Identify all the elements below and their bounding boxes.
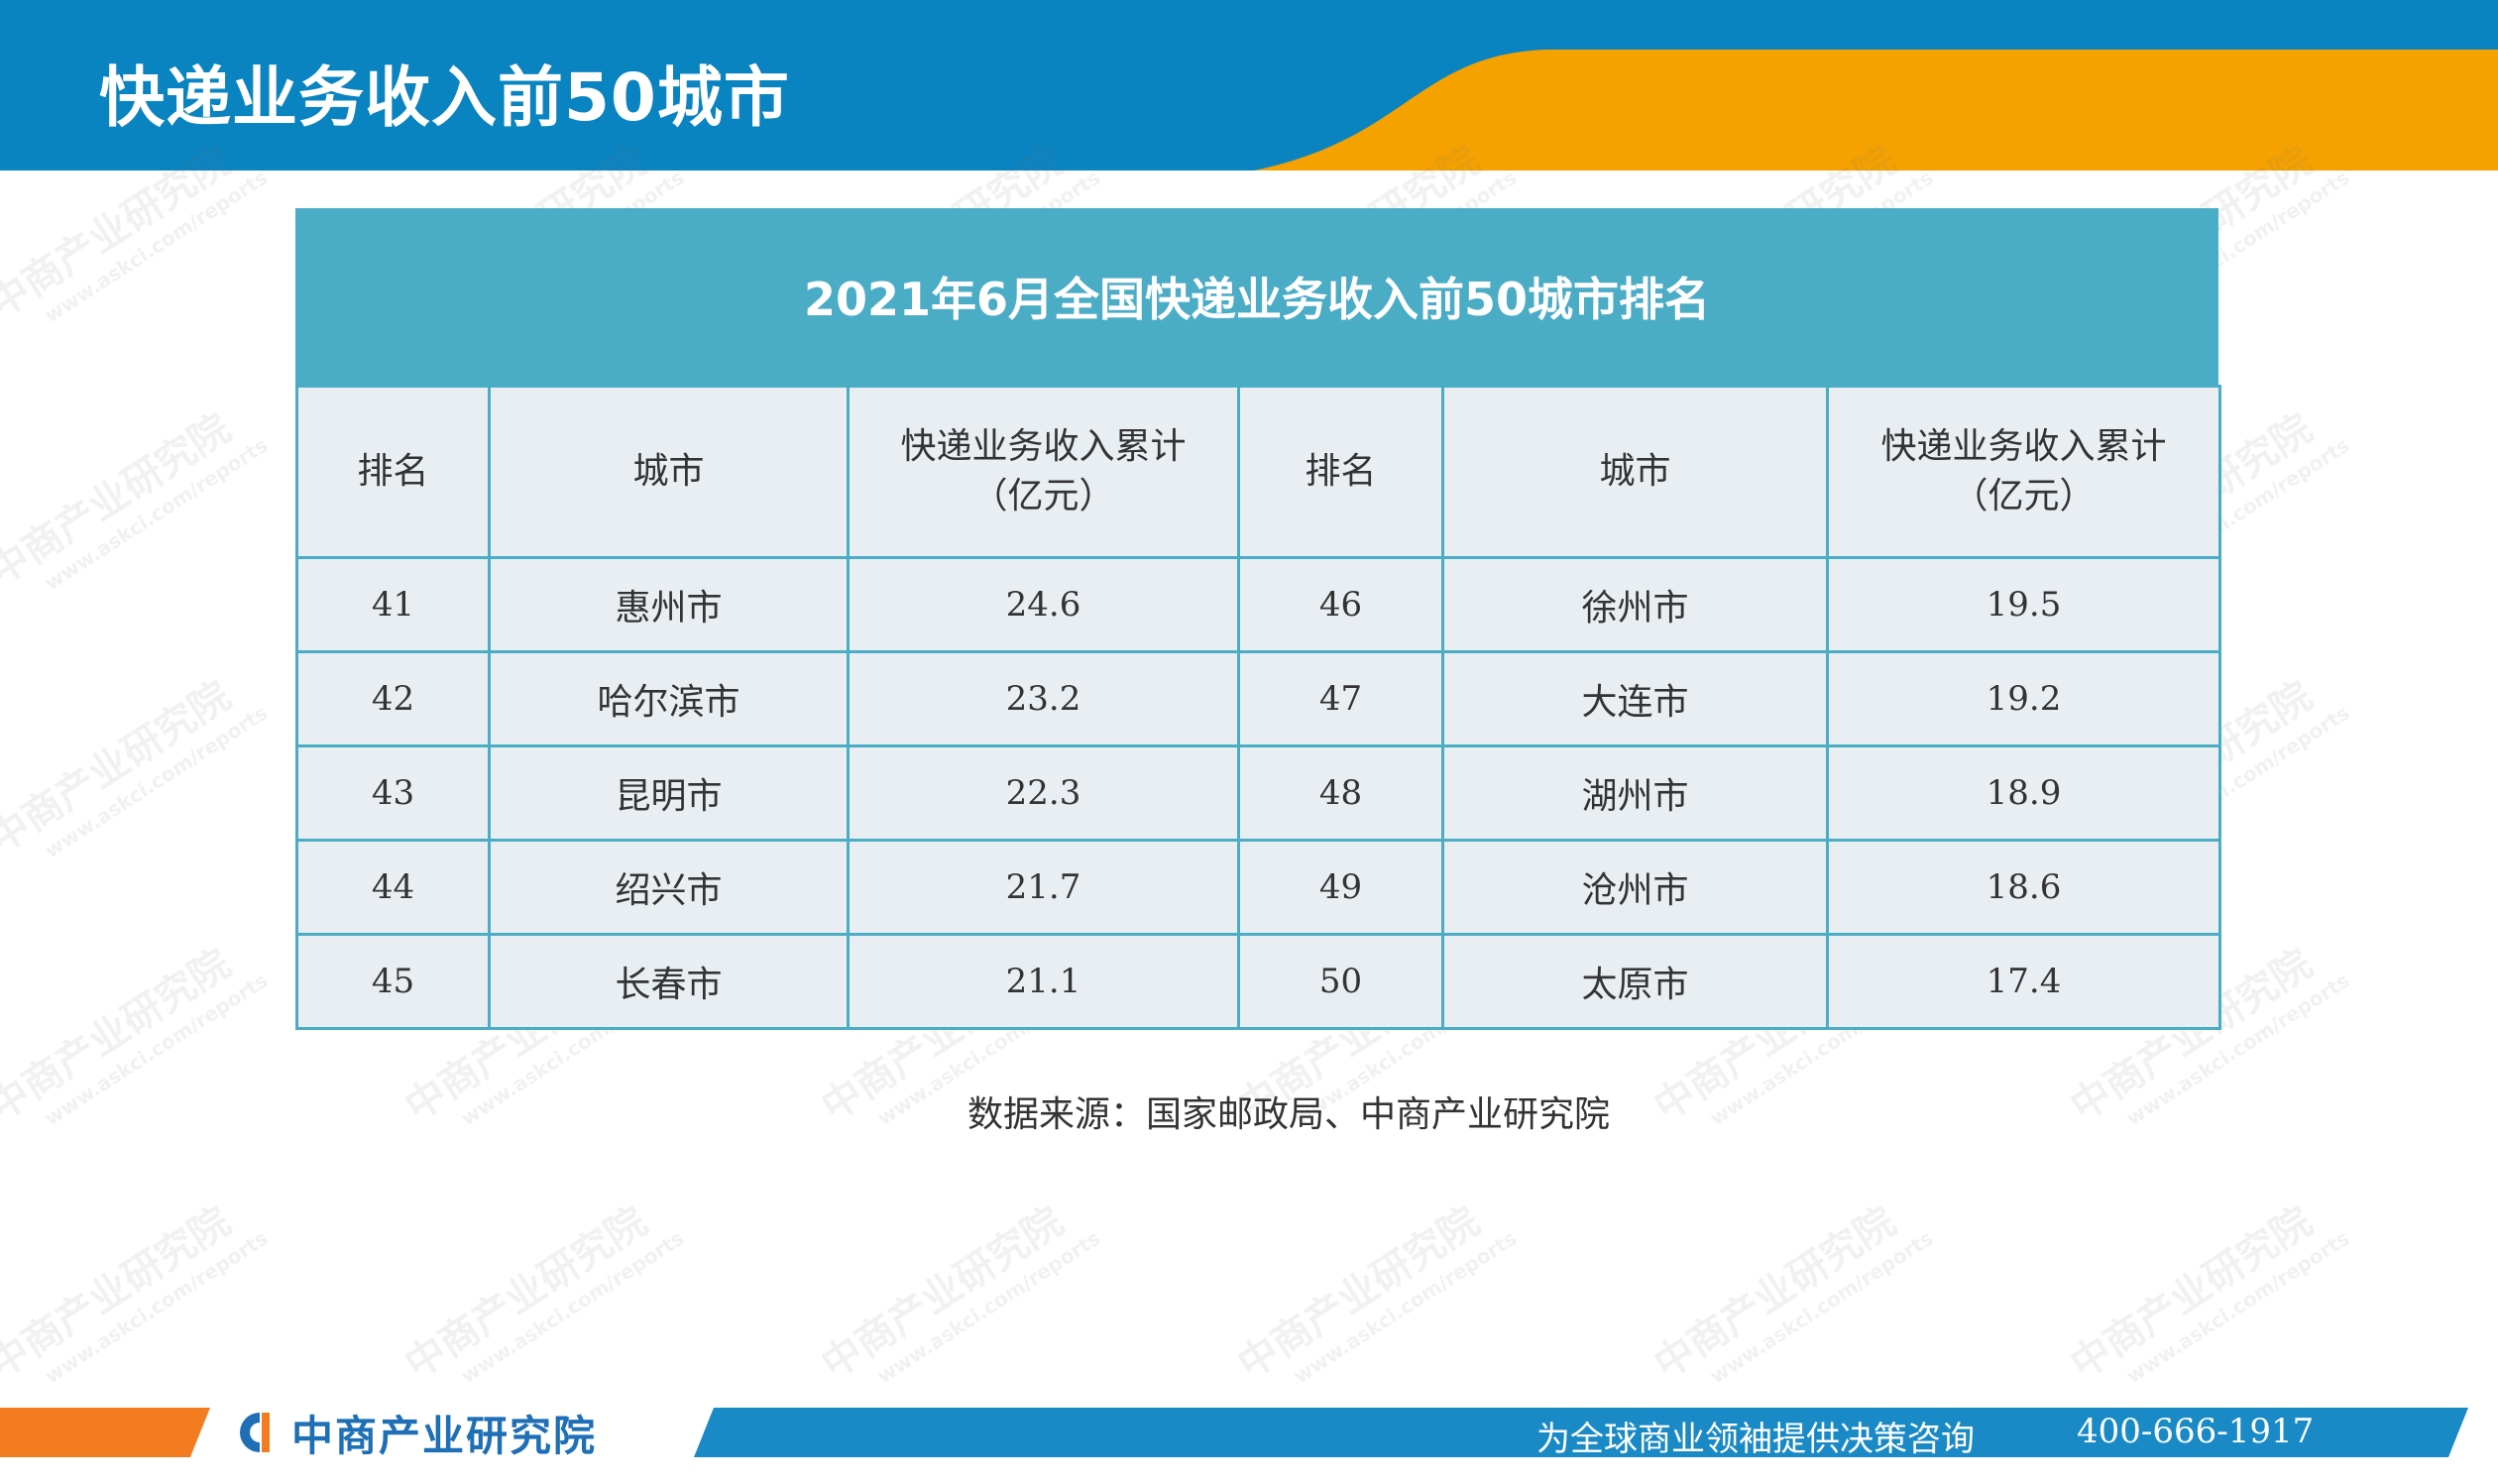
city-cell: 太原市 [1441,933,1829,1030]
rank-cell: 41 [295,556,491,653]
revenue-cell: 24.6 [847,556,1240,653]
col-header-rank: 排名 [1237,385,1444,559]
col-header-revenue-unit: （亿元） [1952,476,2096,516]
rank-cell: 42 [295,650,491,747]
table-row: 42 哈尔滨市 23.2 47 大连市 19.2 [295,650,2221,747]
table-row: 41 惠州市 24.6 46 徐州市 19.5 [295,556,2221,653]
revenue-cell: 23.2 [847,650,1240,747]
rank-cell: 45 [295,933,491,1030]
ranking-table: 排名 城市 快递业务收入累计 （亿元） 排名 城市 快递业务收入累计 （亿元） … [295,385,2221,1030]
revenue-cell: 21.1 [847,933,1240,1030]
city-cell: 沧州市 [1441,839,1829,936]
col-header-revenue-line1: 快递业务收入累计 [1880,426,2167,467]
table-header-row: 排名 城市 快递业务收入累计 （亿元） 排名 城市 快递业务收入累计 （亿元） [295,385,2221,559]
city-cell: 惠州市 [488,556,850,653]
col-header-rank: 排名 [295,385,491,559]
city-cell: 湖州市 [1441,744,1829,842]
rank-cell: 50 [1237,933,1444,1030]
header-band: 快递业务收入前50城市 [0,0,2498,171]
city-cell: 徐州市 [1441,556,1829,653]
table-row: 45 长春市 21.1 50 太原市 17.4 [295,933,2221,1030]
rank-cell: 44 [295,839,491,936]
city-cell: 绍兴市 [488,839,850,936]
city-cell: 大连市 [1441,650,1829,747]
rank-cell: 48 [1237,744,1444,842]
table-caption: 2021年6月全国快递业务收入前50城市排名 [295,208,2218,385]
footer-background [0,1408,2468,1457]
city-cell: 昆明市 [488,744,850,842]
revenue-cell: 19.5 [1826,556,2221,653]
logo-mark-icon [240,1413,270,1452]
ranking-table-container: 2021年6月全国快递业务收入前50城市排名 排名 城市 快递业务收入累计 （亿… [295,208,2221,1030]
revenue-cell: 17.4 [1826,933,2221,1030]
col-header-revenue: 快递业务收入累计 （亿元） [847,385,1240,559]
city-cell: 长春市 [488,933,850,1030]
page-title: 快递业务收入前50城市 [99,59,790,136]
table-row: 44 绍兴市 21.7 49 沧州市 18.6 [295,839,2221,936]
revenue-cell: 19.2 [1826,650,2221,747]
col-header-city: 城市 [488,385,850,559]
data-source-note: 数据来源：国家邮政局、中商产业研究院 [966,1094,1610,1135]
rank-cell: 43 [295,744,491,842]
revenue-cell: 18.6 [1826,839,2221,936]
col-header-city: 城市 [1441,385,1829,559]
rank-cell: 49 [1237,839,1444,936]
logo-text: 中商产业研究院 [291,1411,598,1460]
footer-bar [0,1408,2498,1457]
header-background [0,0,2498,171]
rank-cell: 47 [1237,650,1444,747]
footer-phone: 400-666-1917 [2077,1412,2315,1451]
rank-cell: 46 [1237,556,1444,653]
table-row: 43 昆明市 22.3 48 湖州市 18.9 [295,744,2221,842]
revenue-cell: 18.9 [1826,744,2221,842]
revenue-cell: 22.3 [847,744,1240,842]
company-logo: 中商产业研究院 [236,1408,597,1460]
revenue-cell: 21.7 [847,839,1240,936]
footer-slogan: 为全球商业领袖提供决策咨询 [1536,1420,1975,1459]
city-cell: 哈尔滨市 [488,650,850,747]
col-header-revenue-line1: 快递业务收入累计 [900,426,1187,467]
col-header-revenue: 快递业务收入累计 （亿元） [1826,385,2221,559]
col-header-revenue-unit: （亿元） [971,476,1115,516]
